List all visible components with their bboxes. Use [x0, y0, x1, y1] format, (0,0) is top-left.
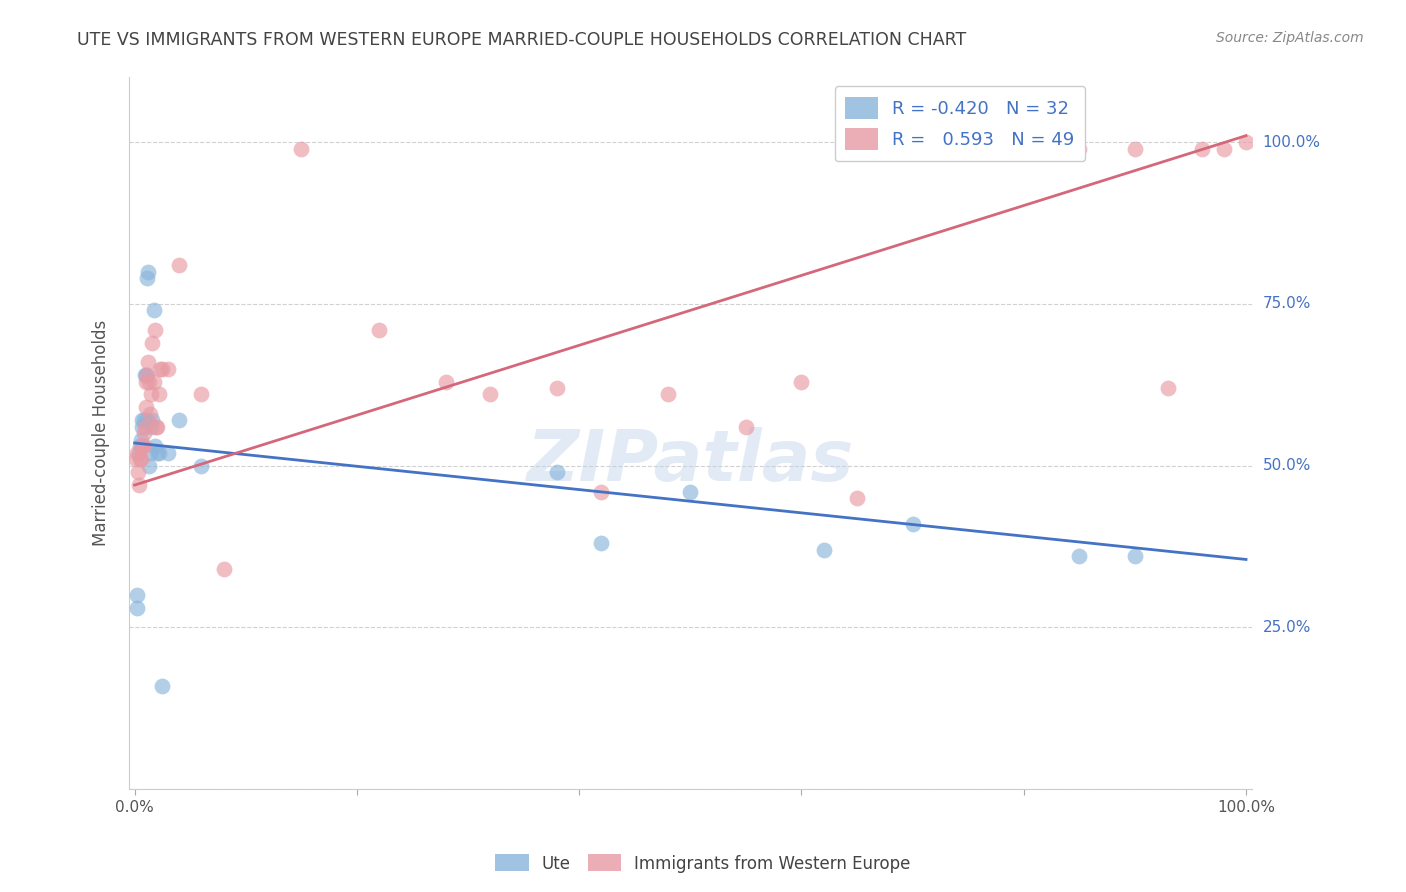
Text: ZIPatlas: ZIPatlas [527, 427, 853, 496]
Point [846, 491, 869, 505]
Point [135, 271, 157, 285]
Point [136, 264, 159, 278]
Point [1069, 549, 1091, 564]
Point [1157, 381, 1180, 395]
Point [141, 387, 163, 401]
Point [141, 335, 163, 350]
Point [1212, 142, 1234, 156]
Point [135, 368, 157, 382]
Point [138, 375, 160, 389]
Point [131, 413, 153, 427]
Point [146, 419, 169, 434]
Point [143, 439, 166, 453]
Point [134, 419, 156, 434]
Point [735, 419, 758, 434]
Point [142, 303, 165, 318]
Point [141, 419, 163, 434]
Point [132, 439, 155, 453]
Point [131, 439, 153, 453]
Point [148, 446, 170, 460]
Point [132, 413, 155, 427]
Point [901, 516, 924, 531]
Point [190, 387, 212, 401]
Point [134, 368, 156, 382]
Point [957, 142, 980, 156]
Point [131, 439, 153, 453]
Point [167, 258, 190, 272]
Point [138, 458, 160, 473]
Point [368, 323, 391, 337]
Point [141, 413, 163, 427]
Point [136, 355, 159, 369]
Point [142, 375, 165, 389]
Point [131, 452, 153, 467]
Point [479, 387, 502, 401]
Point [129, 452, 152, 467]
Point [135, 401, 157, 415]
Point [125, 601, 148, 615]
Point [145, 419, 167, 434]
Point [128, 478, 150, 492]
Text: 50.0%: 50.0% [1263, 458, 1310, 473]
Point [546, 381, 568, 395]
Point [1069, 142, 1091, 156]
Point [1191, 142, 1213, 156]
Point [139, 446, 162, 460]
Point [1012, 142, 1035, 156]
Point [591, 536, 613, 550]
Point [125, 452, 148, 467]
Point [190, 458, 212, 473]
Point [591, 484, 613, 499]
Point [1234, 135, 1257, 149]
Point [679, 484, 702, 499]
Legend: Ute, Immigrants from Western Europe: Ute, Immigrants from Western Europe [489, 847, 917, 880]
Point [152, 679, 174, 693]
Text: Source: ZipAtlas.com: Source: ZipAtlas.com [1216, 31, 1364, 45]
Point [135, 413, 157, 427]
Point [131, 419, 153, 434]
Point [131, 433, 153, 447]
Point [546, 465, 568, 479]
Point [212, 562, 235, 576]
Point [434, 375, 457, 389]
Text: 75.0%: 75.0% [1263, 296, 1310, 311]
Text: 25.0%: 25.0% [1263, 620, 1310, 635]
Point [132, 426, 155, 441]
Point [657, 387, 679, 401]
Point [139, 407, 162, 421]
Point [813, 542, 835, 557]
Text: UTE VS IMMIGRANTS FROM WESTERN EUROPE MARRIED-COUPLE HOUSEHOLDS CORRELATION CHAR: UTE VS IMMIGRANTS FROM WESTERN EUROPE MA… [77, 31, 966, 49]
Point [135, 368, 157, 382]
Point [156, 446, 179, 460]
Point [152, 361, 174, 376]
Point [128, 446, 150, 460]
Point [146, 446, 169, 460]
Text: 100.0%: 100.0% [1263, 135, 1320, 150]
Point [901, 142, 924, 156]
Legend: R = -0.420   N = 32, R =   0.593   N = 49: R = -0.420 N = 32, R = 0.593 N = 49 [835, 87, 1085, 161]
Point [156, 361, 179, 376]
Point [1123, 549, 1146, 564]
Point [125, 446, 148, 460]
Point [127, 465, 149, 479]
Point [125, 588, 148, 602]
Point [149, 361, 172, 376]
Point [167, 413, 190, 427]
Point [143, 323, 166, 337]
Point [790, 375, 813, 389]
Point [129, 439, 152, 453]
Point [290, 142, 312, 156]
Point [1123, 142, 1146, 156]
Point [135, 375, 157, 389]
Point [148, 387, 170, 401]
Y-axis label: Married-couple Households: Married-couple Households [93, 320, 110, 547]
